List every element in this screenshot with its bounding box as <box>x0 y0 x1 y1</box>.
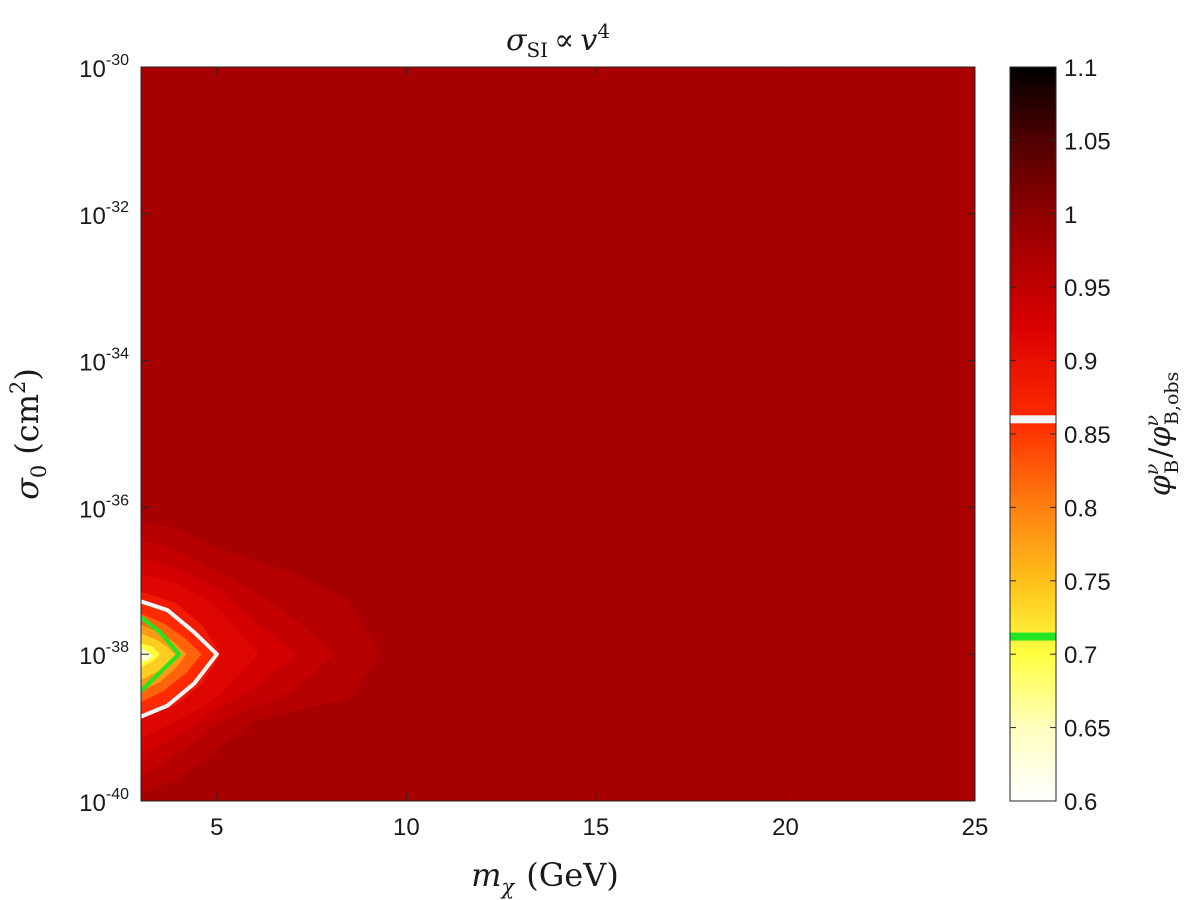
chart-title: σSI ∝ v4 <box>506 19 610 62</box>
contour-line-0 <box>141 599 219 719</box>
contour-line-1 <box>141 615 181 693</box>
y-tick-label-0: 10-40 <box>79 786 129 817</box>
y-axis-label: σ0(cm2) <box>6 368 51 500</box>
colorbar-tick-label-3: 0.75 <box>1064 569 1111 596</box>
colorbar-tick-label-1: 0.65 <box>1064 716 1111 743</box>
y-axis-ticks: 10-40 10-38 10-36 10-34 10-32 10-30 <box>79 52 975 817</box>
x-tick-label-0: 5 <box>210 814 223 841</box>
y-tick-label-2: 10-36 <box>79 492 129 523</box>
colorbar-tick-label-10: 1.1 <box>1064 55 1097 82</box>
filled-contours <box>141 522 380 794</box>
colorbar-marker-1 <box>1010 632 1056 641</box>
contour-lines <box>141 599 219 719</box>
x-axis-label: mχ (GeV) <box>471 856 619 899</box>
colorbar-tick-label-6: 0.9 <box>1064 349 1097 376</box>
colorbar-ticks: 0.6 0.65 0.7 0.75 0.8 0.85 0.9 0.95 1 1.05 1.1 <box>1010 55 1111 816</box>
plot-frame <box>140 66 976 802</box>
colorbar-tick-label-2: 0.7 <box>1064 642 1097 669</box>
y-tick-label-5: 10-30 <box>79 52 129 83</box>
colorbar-tick-label-4: 0.8 <box>1064 495 1097 522</box>
plot-area <box>141 67 975 801</box>
colorbar-tick-label-7: 0.95 <box>1064 275 1111 302</box>
colorbar-tick-label-8: 1 <box>1064 202 1077 229</box>
x-axis-ticks: 5 10 15 20 25 <box>210 67 988 841</box>
colorbar-tick-label-0: 0.6 <box>1064 789 1097 816</box>
colorbar-markers <box>1010 415 1056 641</box>
colorbar-marker-0 <box>1010 415 1056 424</box>
x-tick-label-2: 15 <box>583 814 610 841</box>
colorbar-label: φνB/φνB,obs <box>1141 372 1183 497</box>
colorbar-tick-label-9: 1.05 <box>1064 128 1111 155</box>
contour-band-10 <box>141 648 153 662</box>
x-tick-label-1: 10 <box>393 814 420 841</box>
colorbar-tick-label-5: 0.85 <box>1064 422 1111 449</box>
y-tick-label-1: 10-38 <box>79 639 129 670</box>
x-tick-label-3: 20 <box>772 814 799 841</box>
colorbar: 0.6 0.65 0.7 0.75 0.8 0.85 0.9 0.95 1 1.05 1.1 <box>1009 55 1111 816</box>
colorbar-gradient <box>1010 67 1056 801</box>
y-tick-label-4: 10-32 <box>79 199 129 230</box>
x-tick-label-4: 25 <box>962 814 989 841</box>
contour-band-8 <box>141 633 176 680</box>
y-tick-label-3: 10-34 <box>79 346 129 377</box>
